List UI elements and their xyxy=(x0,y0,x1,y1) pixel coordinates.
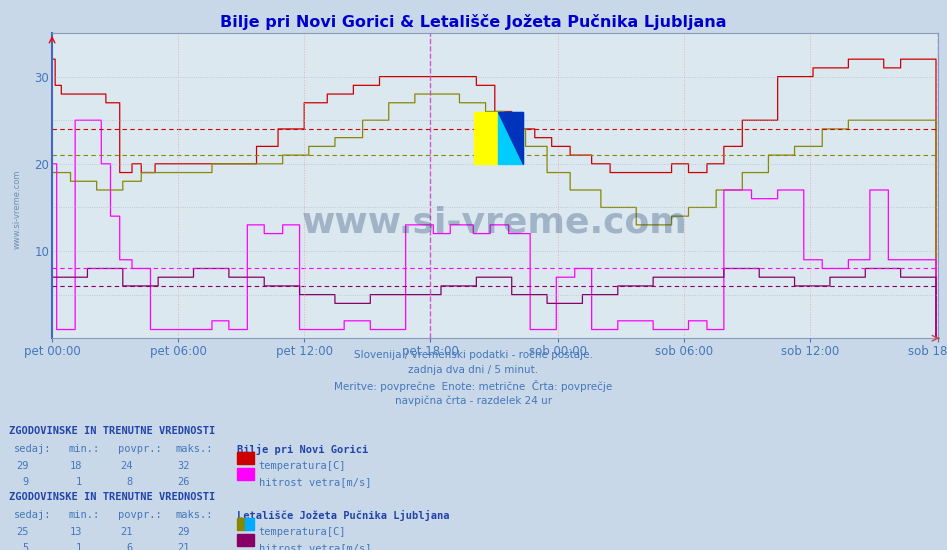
Text: Slovenija / vremenski podatki - ročne postaje.: Slovenija / vremenski podatki - ročne po… xyxy=(354,349,593,360)
Text: maks.:: maks.: xyxy=(175,510,213,520)
Text: www.si-vreme.com: www.si-vreme.com xyxy=(302,205,688,239)
Text: 8: 8 xyxy=(126,477,133,487)
Text: navpična črta - razdelek 24 ur: navpična črta - razdelek 24 ur xyxy=(395,395,552,406)
Text: maks.:: maks.: xyxy=(175,444,213,454)
Text: ZGODOVINSKE IN TRENUTNE VREDNOSTI: ZGODOVINSKE IN TRENUTNE VREDNOSTI xyxy=(9,426,216,436)
Text: 21: 21 xyxy=(177,543,189,550)
Text: hitrost vetra[m/s]: hitrost vetra[m/s] xyxy=(259,477,371,487)
Text: Letališče Jožeta Pučnika Ljubljana: Letališče Jožeta Pučnika Ljubljana xyxy=(237,510,449,521)
Text: 29: 29 xyxy=(16,461,28,471)
Text: zadnja dva dni / 5 minut.: zadnja dva dni / 5 minut. xyxy=(408,365,539,375)
Text: 29: 29 xyxy=(177,527,189,537)
Text: 6: 6 xyxy=(126,543,133,550)
Text: 24: 24 xyxy=(120,461,133,471)
Text: ZGODOVINSKE IN TRENUTNE VREDNOSTI: ZGODOVINSKE IN TRENUTNE VREDNOSTI xyxy=(9,492,216,502)
Text: www.si-vreme.com: www.si-vreme.com xyxy=(12,169,22,249)
Text: temperatura[C]: temperatura[C] xyxy=(259,527,346,537)
Text: hitrost vetra[m/s]: hitrost vetra[m/s] xyxy=(259,543,371,550)
Text: sedaj:: sedaj: xyxy=(14,444,52,454)
Text: povpr.:: povpr.: xyxy=(118,444,162,454)
Text: 18: 18 xyxy=(70,461,82,471)
Text: min.:: min.: xyxy=(68,444,99,454)
Text: Meritve: povprečne  Enote: metrične  Črta: povprečje: Meritve: povprečne Enote: metrične Črta:… xyxy=(334,380,613,392)
Text: 13: 13 xyxy=(70,527,82,537)
Text: 5: 5 xyxy=(22,543,28,550)
Text: min.:: min.: xyxy=(68,510,99,520)
Text: Bilje pri Novi Gorici & Letališče Jožeta Pučnika Ljubljana: Bilje pri Novi Gorici & Letališče Jožeta… xyxy=(221,14,726,30)
Text: povpr.:: povpr.: xyxy=(118,510,162,520)
Text: sedaj:: sedaj: xyxy=(14,510,52,520)
Text: 32: 32 xyxy=(177,461,189,471)
Text: Bilje pri Novi Gorici: Bilje pri Novi Gorici xyxy=(237,444,368,455)
Text: temperatura[C]: temperatura[C] xyxy=(259,461,346,471)
Bar xyxy=(474,112,498,164)
Text: 21: 21 xyxy=(120,527,133,537)
Text: 26: 26 xyxy=(177,477,189,487)
Text: 25: 25 xyxy=(16,527,28,537)
Polygon shape xyxy=(498,112,523,164)
Bar xyxy=(498,112,523,164)
Text: 1: 1 xyxy=(76,543,82,550)
Text: 9: 9 xyxy=(22,477,28,487)
Text: 1: 1 xyxy=(76,477,82,487)
